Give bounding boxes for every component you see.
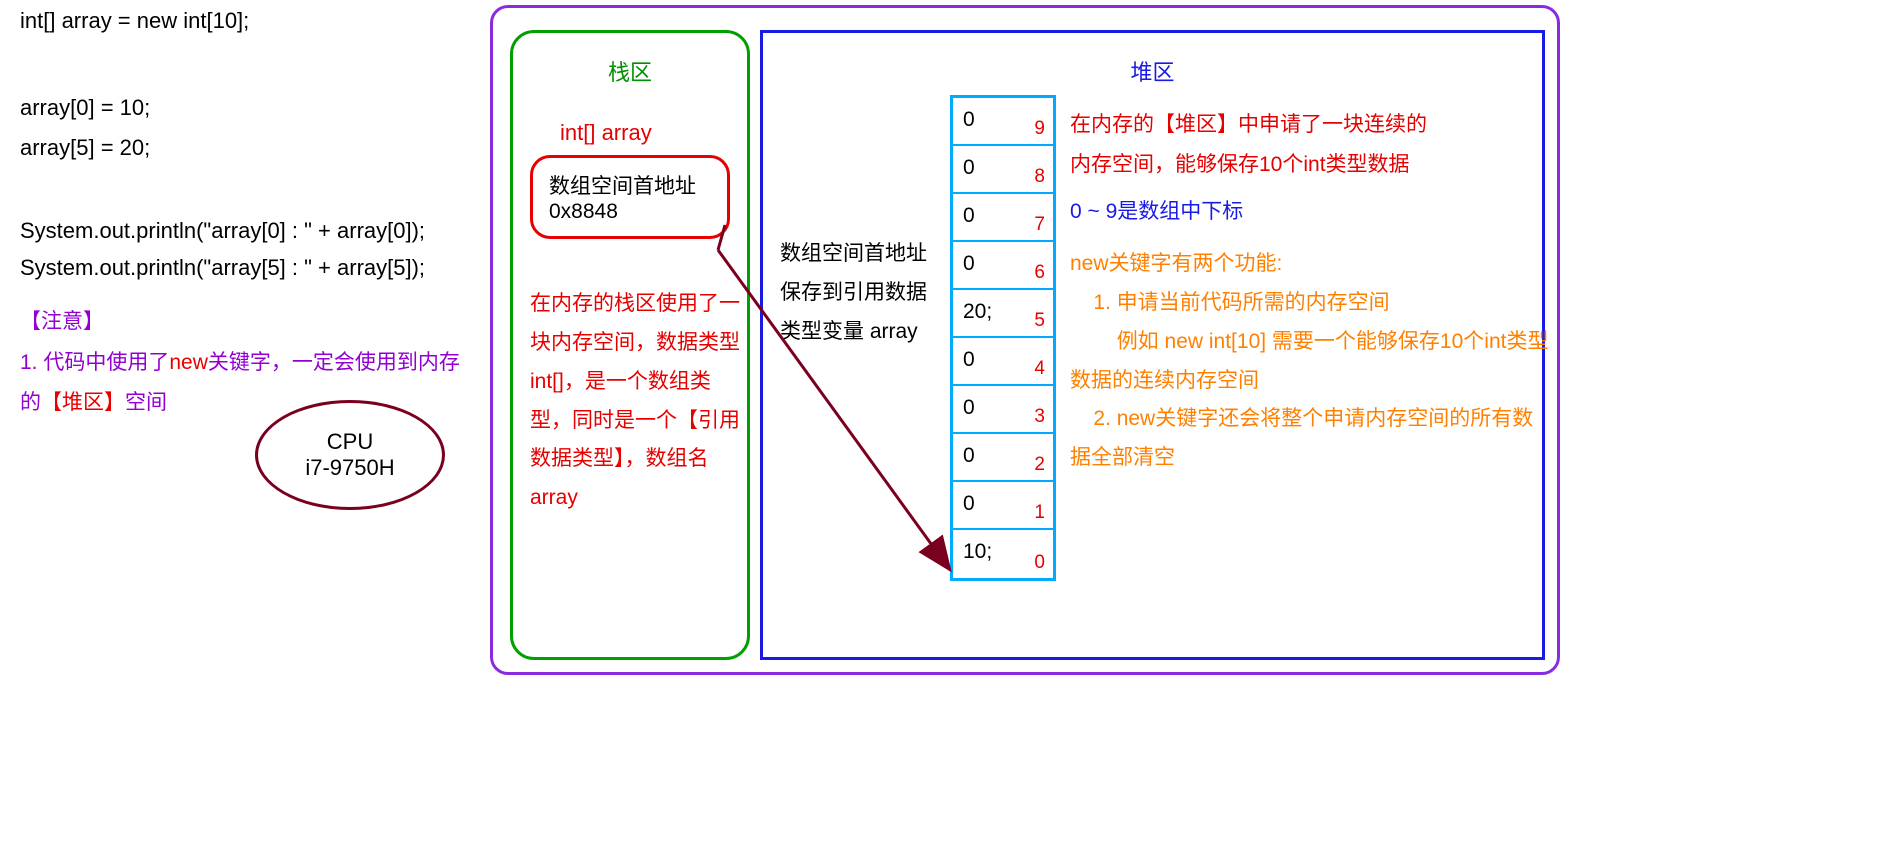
cell-val: 0 bbox=[963, 348, 975, 372]
orange-2: 2. new关键字还会将整个申请内存空间的所有数据全部清空 bbox=[1070, 400, 1550, 478]
addr-l1: 数组空间首地址 bbox=[549, 170, 711, 200]
stack-desc: 在内存的栈区使用了一块内存空间，数据类型int[]，是一个数组类型，同时是一个【… bbox=[530, 285, 740, 518]
cell-val: 0 bbox=[963, 492, 975, 516]
stack-title: 栈区 bbox=[510, 55, 750, 87]
cell-idx: 9 bbox=[1034, 118, 1045, 140]
array-cell-2: 02 bbox=[953, 434, 1053, 482]
code-line-2: array[0] = 10; bbox=[20, 95, 150, 121]
cell-idx: 6 bbox=[1034, 262, 1045, 284]
cell-idx: 8 bbox=[1034, 166, 1045, 188]
heap-mid-text: 数组空间首地址 保存到引用数据 类型变量 array bbox=[780, 235, 955, 352]
orange-t: new关键字有两个功能: bbox=[1070, 245, 1550, 284]
stack-array-label: int[] array bbox=[560, 120, 652, 146]
note-tail: 空间 bbox=[125, 391, 167, 414]
heap-red-l2: 内存空间，能够保存10个int类型数据 bbox=[1070, 145, 1540, 185]
heap-blue-desc: 0 ~ 9是数组中下标 bbox=[1070, 195, 1243, 225]
mid-l2: 保存到引用数据 bbox=[780, 274, 955, 313]
stack-addr-box: 数组空间首地址 0x8848 bbox=[530, 155, 730, 239]
array-cell-4: 04 bbox=[953, 338, 1053, 386]
cell-val: 0 bbox=[963, 444, 975, 468]
cell-val: 0 bbox=[963, 108, 975, 132]
array-cell-1: 01 bbox=[953, 482, 1053, 530]
cell-idx: 7 bbox=[1034, 214, 1045, 236]
orange-1b: 例如 new int[10] 需要一个能够保存10个int类型数据的连续内存空间 bbox=[1070, 323, 1550, 401]
heap-orange-block: new关键字有两个功能: 1. 申请当前代码所需的内存空间 例如 new int… bbox=[1070, 245, 1550, 478]
orange-1a: 1. 申请当前代码所需的内存空间 bbox=[1070, 284, 1550, 323]
note-title: 【注意】 bbox=[20, 305, 104, 335]
cell-idx: 3 bbox=[1034, 406, 1045, 428]
cell-val: 10; bbox=[963, 540, 992, 564]
note-pre: 1. 代码中使用了 bbox=[20, 351, 169, 374]
heap-title: 堆区 bbox=[760, 55, 1545, 87]
array-cell-9: 09 bbox=[953, 98, 1053, 146]
cell-val: 0 bbox=[963, 252, 975, 276]
array-cell-5: 20; 5 bbox=[953, 290, 1053, 338]
array-cell-0: 10; 0 bbox=[953, 530, 1053, 578]
cell-idx: 5 bbox=[1034, 310, 1045, 332]
array-cell-6: 06 bbox=[953, 242, 1053, 290]
code-line-5: System.out.println("array[5] : " + array… bbox=[20, 255, 425, 281]
heap-red-l1: 在内存的【堆区】中申请了一块连续的 bbox=[1070, 105, 1540, 145]
cpu-ellipse: CPU i7-9750H bbox=[255, 400, 445, 510]
cell-idx: 1 bbox=[1034, 502, 1045, 524]
array-cell-7: 07 bbox=[953, 194, 1053, 242]
note-heap: 【堆区】 bbox=[41, 391, 125, 414]
note-new: new bbox=[169, 351, 208, 374]
addr-l2: 0x8848 bbox=[549, 200, 711, 224]
cell-val: 0 bbox=[963, 156, 975, 180]
mid-l3: 类型变量 array bbox=[780, 313, 955, 352]
code-line-4: System.out.println("array[0] : " + array… bbox=[20, 218, 425, 244]
array-cell-8: 08 bbox=[953, 146, 1053, 194]
cell-idx: 4 bbox=[1034, 358, 1045, 380]
cell-val: 0 bbox=[963, 204, 975, 228]
cpu-l2: i7-9750H bbox=[305, 455, 394, 481]
code-line-3: array[5] = 20; bbox=[20, 135, 150, 161]
array-cell-3: 03 bbox=[953, 386, 1053, 434]
heap-red-desc: 在内存的【堆区】中申请了一块连续的 内存空间，能够保存10个int类型数据 bbox=[1070, 105, 1540, 185]
cell-idx: 0 bbox=[1034, 552, 1045, 574]
mid-l1: 数组空间首地址 bbox=[780, 235, 955, 274]
code-line-1: int[] array = new int[10]; bbox=[20, 8, 249, 34]
heap-array-table: 09 08 07 06 20;5 04 03 02 01 10;0 bbox=[950, 95, 1056, 581]
cell-val: 20; bbox=[963, 300, 992, 324]
cell-idx: 2 bbox=[1034, 454, 1045, 476]
cell-val: 0 bbox=[963, 396, 975, 420]
cpu-l1: CPU bbox=[327, 429, 373, 455]
